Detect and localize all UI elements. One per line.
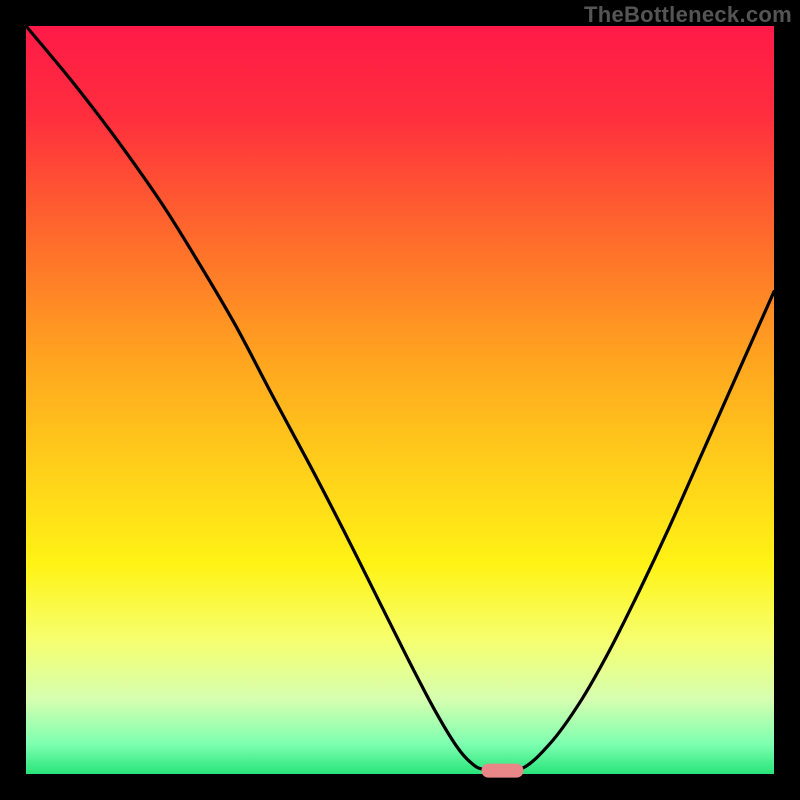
optimal-point-marker [481,764,523,778]
plot-background [26,26,774,774]
bottleneck-chart [0,0,800,800]
watermark-text: TheBottleneck.com [584,2,792,28]
chart-frame: TheBottleneck.com [0,0,800,800]
